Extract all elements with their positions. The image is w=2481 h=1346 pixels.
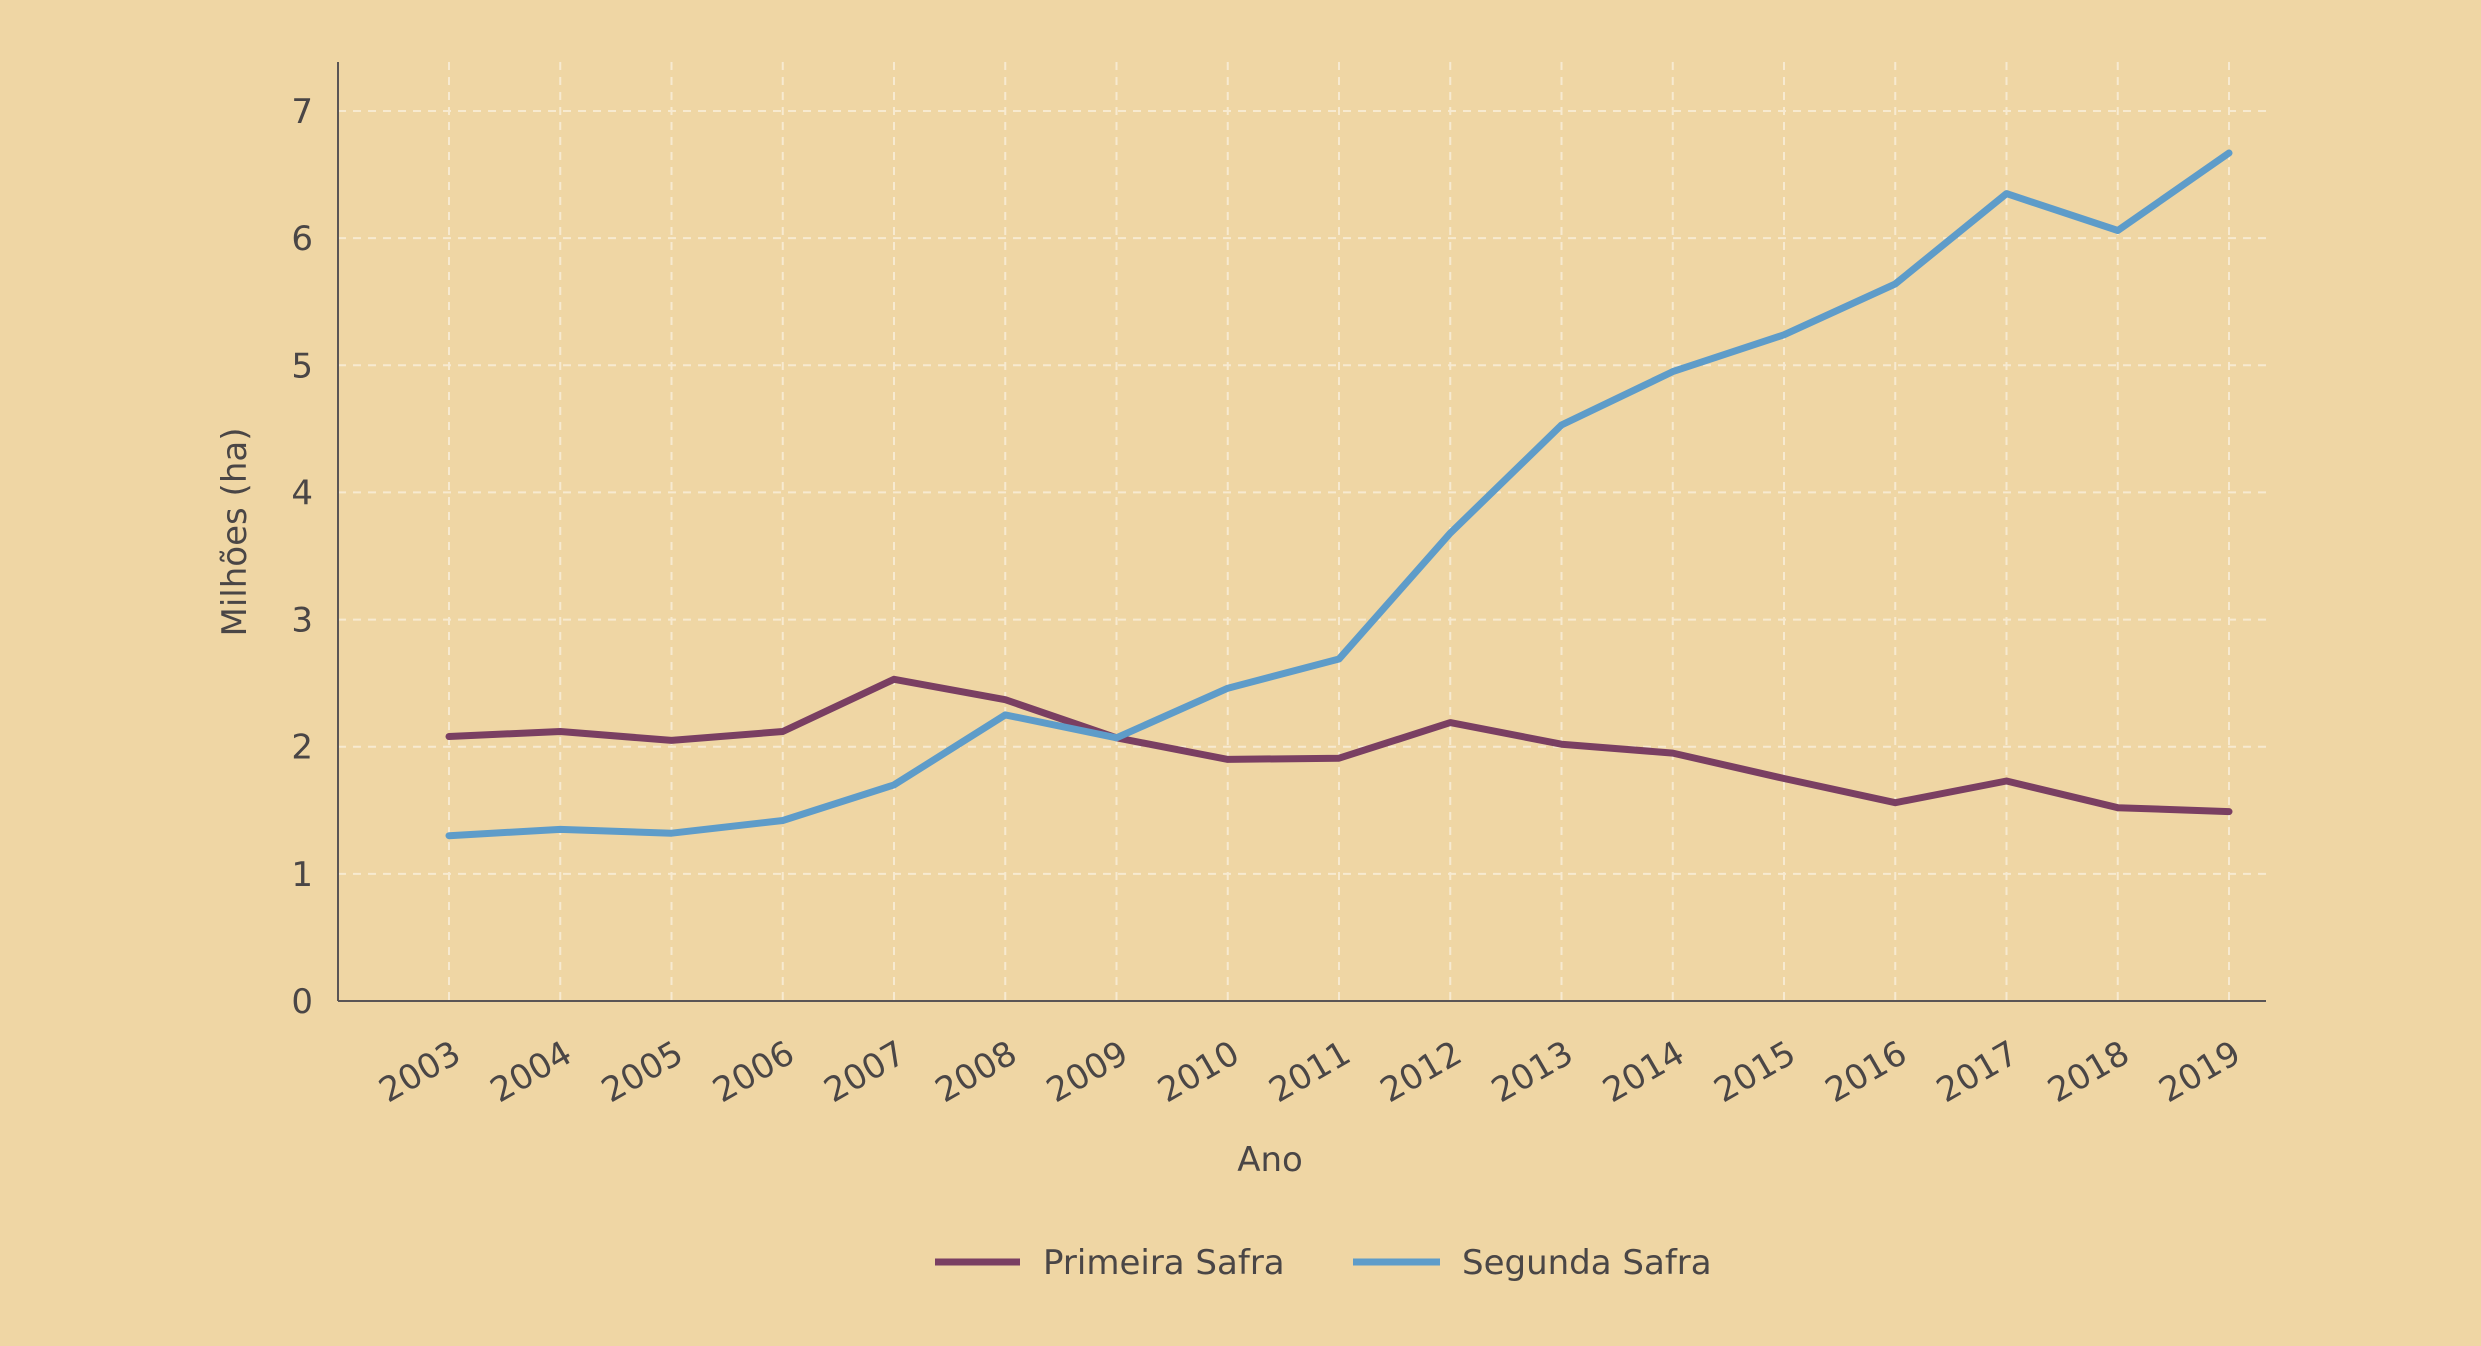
y-tick-label: 0: [291, 982, 313, 1022]
x-tick-label: 2005: [595, 1033, 690, 1111]
x-tick-label: 2008: [929, 1033, 1024, 1111]
legend-label-1: Primeira Safra: [1043, 1243, 1285, 1283]
y-axis-title: Milhões (ha): [215, 428, 255, 637]
y-tick-label: 7: [291, 92, 313, 132]
x-tick-label: 2004: [484, 1033, 579, 1111]
x-tick-label: 2010: [1151, 1033, 1246, 1111]
y-tick-label: 1: [291, 855, 313, 895]
x-tick-label: 2013: [1485, 1033, 1580, 1111]
y-tick-label: 6: [291, 219, 313, 259]
y-tick-label: 4: [291, 473, 313, 513]
x-tick-label: 2015: [1708, 1033, 1803, 1111]
tick-labels: 0 1 2 3 4 5 6 7 2003 2004 2005 2006 2007 2008 2009 2010…: [291, 92, 2247, 1111]
x-tick-label: 2018: [2041, 1033, 2136, 1111]
x-tick-label: 2011: [1263, 1033, 1358, 1111]
x-tick-label: 2019: [2153, 1033, 2248, 1111]
x-tick-label: 2012: [1374, 1033, 1469, 1111]
y-tick-label: 5: [291, 346, 313, 386]
axes: [337, 62, 2266, 1002]
x-tick-label: 2007: [818, 1033, 913, 1111]
x-tick-label: 2006: [706, 1033, 801, 1111]
x-tick-label: 2009: [1040, 1033, 1135, 1111]
series-line-2: [445, 149, 2233, 840]
x-tick-label: 2003: [373, 1033, 468, 1111]
series-lines: [445, 149, 2233, 840]
legend: Primeira Safra Segunda Safra: [935, 1243, 1712, 1283]
grid: [338, 62, 2266, 1001]
legend-label-2: Segunda Safra: [1462, 1243, 1712, 1283]
y-tick-label: 2: [291, 728, 313, 768]
series-line-1: [445, 675, 2233, 816]
x-tick-label: 2014: [1596, 1033, 1691, 1111]
x-tick-label: 2016: [1819, 1033, 1914, 1111]
x-axis-title: Ano: [1237, 1140, 1303, 1180]
y-tick-label: 3: [291, 601, 313, 641]
x-tick-label: 2017: [1930, 1033, 2025, 1111]
